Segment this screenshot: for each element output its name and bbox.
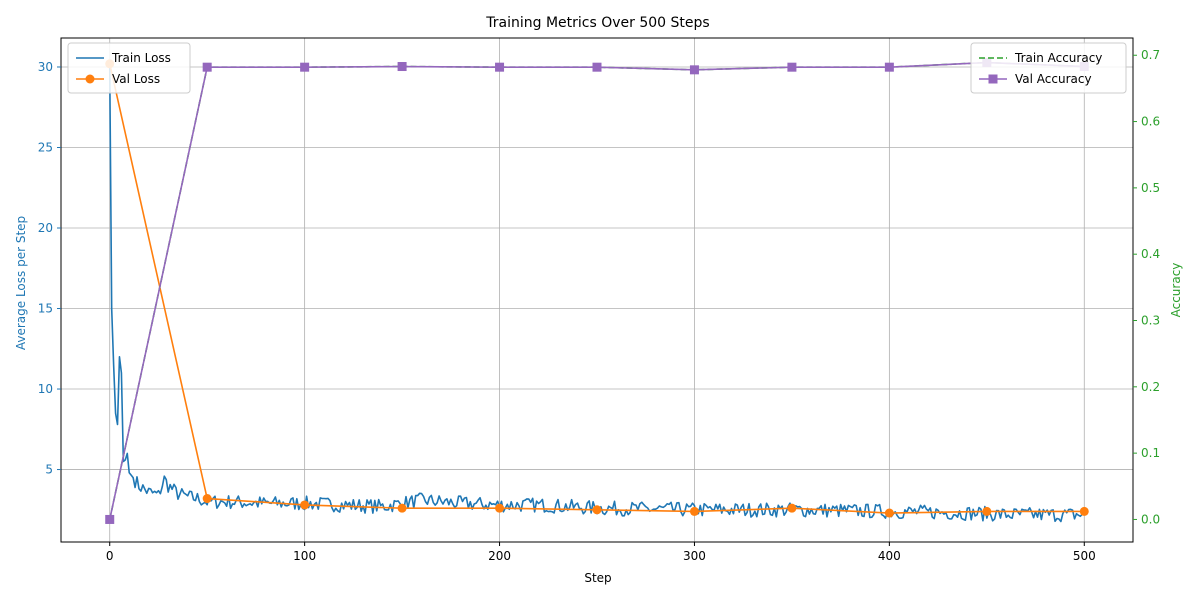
plot-area-border — [60, 37, 1134, 543]
point-val-loss-1 — [202, 494, 212, 504]
grid-lines — [61, 38, 1133, 542]
point-val-loss-6 — [689, 506, 699, 516]
legend-label-val-accuracy: Val Accuracy — [1015, 72, 1092, 86]
point-val-loss-9 — [982, 506, 992, 516]
point-val-accuracy-6 — [689, 65, 699, 75]
y-right-tick-label-0.1: 0.1 — [1141, 446, 1160, 460]
axes: 0 100 200 300 400 500 5 10 15 20 25 30 0.0 0.1 0.2 0.3 0… — [38, 48, 1160, 563]
legend-label-train-loss: Train Loss — [111, 51, 171, 65]
x-axis-label: Step — [584, 571, 611, 585]
y-left-tick-label-15: 15 — [38, 302, 53, 316]
legend-box — [970, 42, 1127, 94]
plot-frame — [60, 37, 1134, 543]
x-tick-label-200: 200 — [488, 549, 511, 563]
point-val-accuracy-1 — [202, 62, 212, 72]
legends: Train Loss Val Loss Train Accuracy Val Accu… — [67, 42, 1127, 94]
x-tick-label-300: 300 — [683, 549, 706, 563]
chart-title: Training Metrics Over 500 Steps — [485, 15, 709, 31]
y-left-tick-label-20: 20 — [38, 221, 53, 235]
point-val-loss-10 — [1079, 506, 1089, 516]
x-tick-label-400: 400 — [878, 549, 901, 563]
y-right-tick-label-0.5: 0.5 — [1141, 181, 1160, 195]
point-val-loss-8 — [884, 508, 894, 518]
x-tick-label-100: 100 — [293, 549, 316, 563]
x-tick-label-500: 500 — [1073, 549, 1096, 563]
y-left-tick-label-30: 30 — [38, 60, 53, 74]
point-val-loss-5 — [592, 505, 602, 515]
legend-box — [67, 42, 191, 94]
series-layer — [105, 58, 1089, 524]
y-right-tick-label-0.2: 0.2 — [1141, 380, 1160, 394]
y-right-tick-label-0: 0.0 — [1141, 512, 1160, 526]
y-right-tick-label-0.6: 0.6 — [1141, 115, 1160, 129]
y-left-tick-label-5: 5 — [45, 463, 53, 477]
point-val-loss-4 — [495, 503, 505, 513]
legend-label-train-accuracy: Train Accuracy — [1014, 51, 1102, 65]
y-left-tick-label-25: 25 — [38, 140, 53, 154]
point-val-accuracy-4 — [495, 62, 505, 72]
point-val-loss-3 — [397, 503, 407, 513]
point-val-accuracy-7 — [787, 62, 797, 72]
point-val-loss-2 — [300, 500, 310, 510]
point-val-accuracy-3 — [397, 62, 407, 72]
point-val-accuracy-0 — [105, 514, 115, 524]
y-axis-right-label: Accuracy — [1169, 263, 1183, 318]
point-val-loss-7 — [787, 503, 797, 513]
y-axis-left-label: Average Loss per Step — [14, 216, 28, 350]
legend-top-left: Train Loss Val Loss — [67, 42, 191, 94]
legend-marker-val-accuracy — [988, 74, 998, 84]
point-val-accuracy-8 — [884, 62, 894, 72]
y-right-tick-label-0.3: 0.3 — [1141, 314, 1160, 328]
y-right-tick-label-0.4: 0.4 — [1141, 247, 1160, 261]
y-left-tick-label-10: 10 — [38, 382, 53, 396]
x-tick-label-0: 0 — [106, 549, 114, 563]
y-right-tick-label-0.7: 0.7 — [1141, 48, 1160, 62]
legend-label-val-loss: Val Loss — [112, 72, 160, 86]
legend-marker-val-loss — [85, 74, 95, 84]
point-val-accuracy-2 — [300, 62, 310, 72]
point-val-accuracy-5 — [592, 62, 602, 72]
legend-top-right: Train Accuracy Val Accuracy — [970, 42, 1127, 94]
